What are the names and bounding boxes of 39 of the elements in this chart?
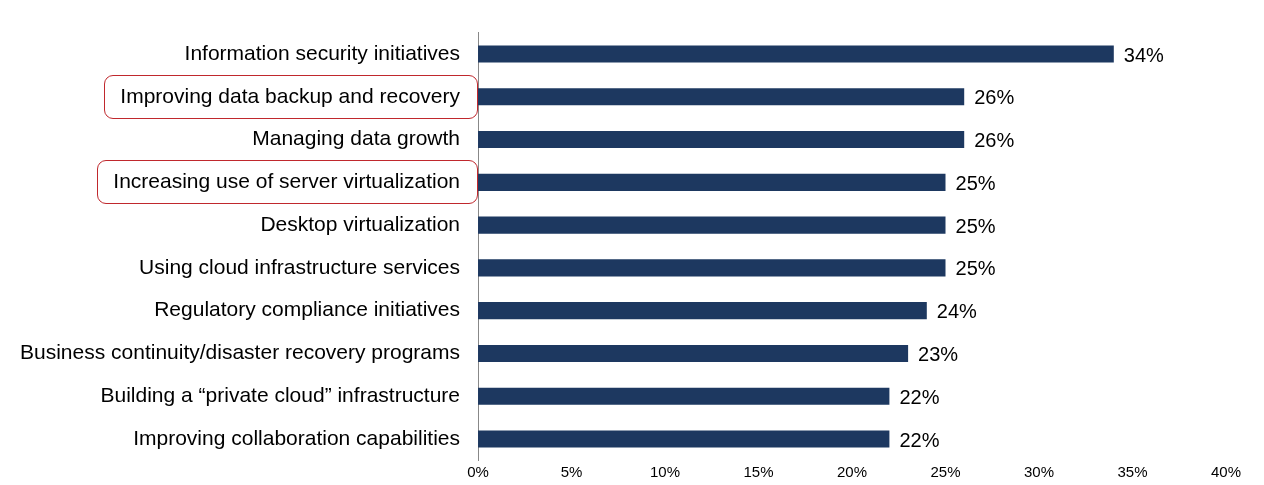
bar bbox=[478, 344, 909, 363]
x-tick-label: 5% bbox=[560, 462, 583, 480]
y-tick-label: Building a “private cloud” infrastructure bbox=[100, 383, 461, 407]
y-tick-label: Improving collaboration capabilities bbox=[133, 425, 461, 449]
bar bbox=[478, 45, 1114, 63]
y-tick-label: Information security initiatives bbox=[184, 40, 461, 64]
data-label: 25% bbox=[955, 257, 996, 280]
x-tick-label: 30% bbox=[1023, 462, 1055, 480]
data-label: 26% bbox=[974, 86, 1015, 109]
data-label: 25% bbox=[955, 171, 996, 194]
data-label: 24% bbox=[936, 300, 978, 323]
y-tick-label: Improving data backup and recovery bbox=[120, 83, 461, 107]
y-tick-label: Using cloud infrastructure services bbox=[139, 254, 461, 278]
data-label: 34% bbox=[1123, 43, 1165, 66]
bar bbox=[478, 130, 965, 149]
x-tick-label: 40% bbox=[1210, 462, 1242, 480]
x-tick-label: 20% bbox=[836, 462, 868, 480]
bar bbox=[478, 302, 927, 320]
y-tick-label: Increasing use of server virtualization bbox=[113, 169, 461, 193]
y-tick-label: Managing data growth bbox=[252, 126, 461, 150]
x-tick-label: 15% bbox=[743, 462, 774, 480]
bar bbox=[478, 216, 946, 234]
y-tick-label: Desktop virtualization bbox=[260, 211, 461, 235]
x-tick-label: 25% bbox=[930, 462, 961, 480]
bar bbox=[478, 387, 890, 405]
x-tick-label: 0% bbox=[467, 462, 489, 480]
bar bbox=[478, 259, 946, 277]
y-tick-label: Business continuity/disaster recovery programs bbox=[20, 340, 461, 364]
x-tick-label: 10% bbox=[650, 462, 681, 480]
bar bbox=[478, 430, 890, 448]
data-label: 26% bbox=[974, 129, 1015, 152]
y-tick-label: Regulatory compliance initiatives bbox=[154, 297, 461, 321]
bar bbox=[478, 173, 946, 191]
x-tick-label: 35% bbox=[1117, 462, 1148, 480]
data-label: 23% bbox=[918, 342, 959, 365]
data-label: 22% bbox=[899, 428, 940, 451]
data-label: 25% bbox=[955, 214, 996, 237]
bar bbox=[478, 88, 965, 106]
data-label: 22% bbox=[899, 385, 940, 408]
